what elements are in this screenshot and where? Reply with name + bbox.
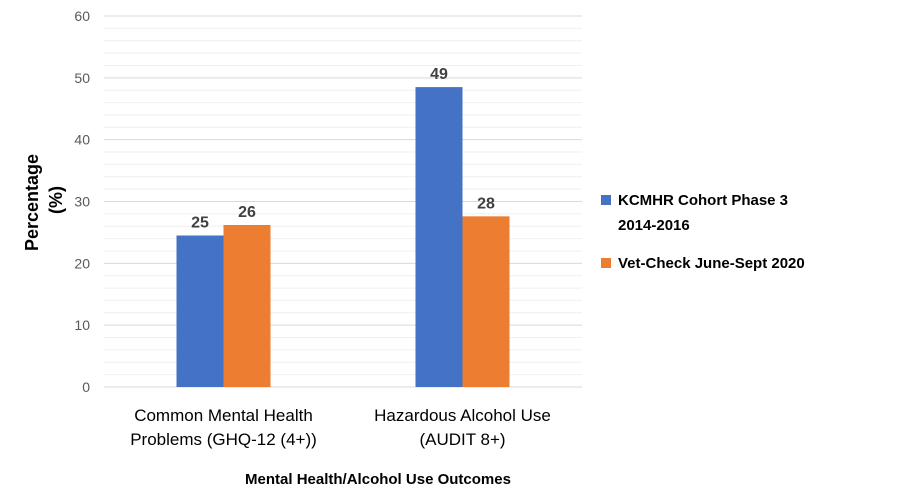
category-label-line: Common Mental Health: [134, 406, 313, 425]
y-axis-title-line-1: Percentage: [22, 154, 42, 251]
bar: [223, 224, 271, 387]
legend-label-kcmhr-line-2: 2014-2016: [618, 217, 690, 234]
y-tick-label: 30: [74, 194, 90, 210]
legend: KCMHR Cohort Phase 3 2014-2016 Vet-Check…: [601, 192, 805, 272]
bar: [462, 216, 510, 387]
y-tick-label: 50: [74, 70, 90, 86]
category-label-line: Problems (GHQ-12 (4+)): [130, 430, 317, 449]
category-labels: Common Mental Health Problems (GHQ-12 (4+…: [130, 406, 551, 449]
y-tick-label: 20: [74, 255, 90, 271]
data-label: 49: [430, 66, 448, 83]
legend-swatch-kcmhr: [601, 195, 611, 205]
category-label-line: (AUDIT 8+): [419, 430, 505, 449]
category-label: Hazardous Alcohol Use (AUDIT 8+): [374, 406, 551, 449]
y-axis-title: Percentage (%): [22, 149, 66, 251]
y-tick-label: 10: [74, 317, 90, 333]
bars: [176, 87, 510, 387]
data-label: 26: [238, 204, 256, 221]
bar: [415, 87, 463, 387]
gridlines: [104, 15, 582, 376]
y-tick-label: 60: [74, 8, 90, 24]
legend-label-kcmhr: KCMHR Cohort Phase 3 2014-2016: [618, 192, 792, 234]
y-tick-label: 0: [82, 379, 90, 395]
x-axis-title: Mental Health/Alcohol Use Outcomes: [245, 471, 511, 488]
legend-swatch-vet-check: [601, 258, 611, 268]
bar: [176, 235, 224, 387]
y-tick-label: 40: [74, 132, 90, 148]
data-label: 25: [191, 215, 209, 232]
y-axis-title-line-2: (%): [46, 186, 66, 214]
data-labels: 25 49 26 28: [191, 66, 495, 231]
legend-label-vet-check: Vet-Check June-Sept 2020: [618, 255, 805, 272]
y-axis-ticks: 0 10 20 30 40 50 60: [74, 8, 90, 395]
legend-label-kcmhr-line-1: KCMHR Cohort Phase 3: [618, 192, 788, 209]
data-label: 28: [477, 195, 495, 212]
category-label-line: Hazardous Alcohol Use: [374, 406, 551, 425]
category-label: Common Mental Health Problems (GHQ-12 (4+…: [130, 406, 317, 449]
